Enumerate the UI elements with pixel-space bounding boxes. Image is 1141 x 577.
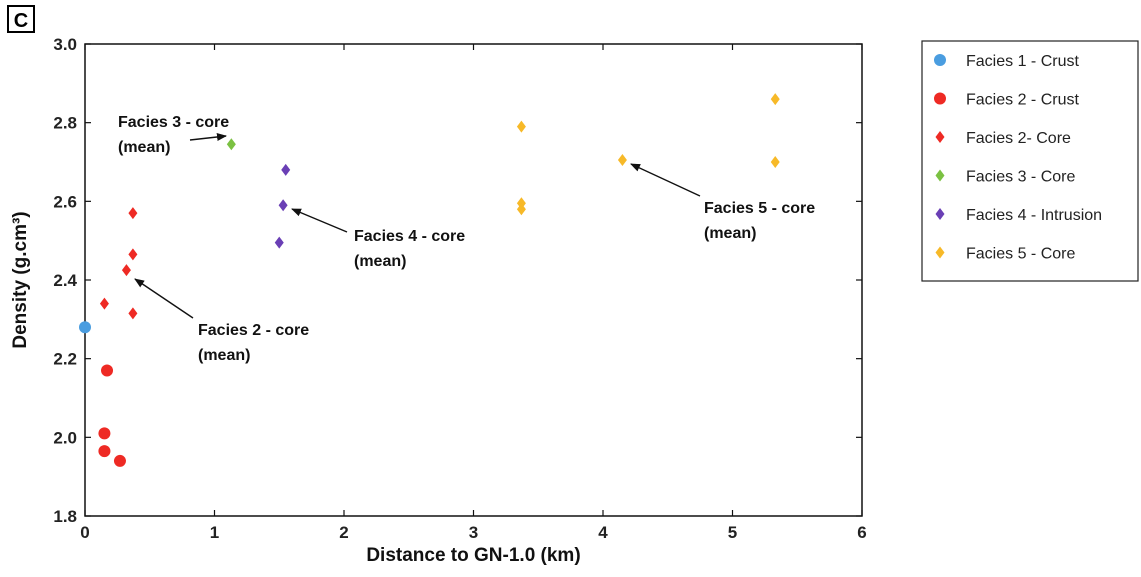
annotation-text: (mean): [198, 347, 250, 364]
data-point: [278, 199, 288, 212]
data-point: [617, 154, 627, 167]
data-point: [79, 321, 91, 334]
data-point: [274, 236, 284, 249]
annotation-text: (mean): [118, 139, 170, 156]
legend-marker: [934, 92, 946, 105]
series-2: [98, 364, 126, 467]
legend-item: Facies 3 - Core: [935, 169, 1075, 186]
y-tick-label: 2.8: [53, 114, 77, 133]
data-point: [226, 138, 236, 151]
legend-box: [921, 40, 1139, 282]
data-point: [98, 445, 111, 458]
legend-marker: [935, 131, 945, 143]
y-tick-label: 2.2: [53, 350, 77, 369]
legend-item: Facies 2 - Crust: [934, 92, 1079, 109]
legend-item: Facies 1 - Crust: [934, 53, 1079, 70]
x-tick-label: 1: [210, 523, 219, 542]
data-point: [770, 93, 780, 106]
series-6: [516, 93, 780, 216]
legend-marker: [934, 54, 946, 66]
data-point: [281, 163, 291, 176]
annotation-arrow: [630, 163, 701, 197]
data-point: [128, 307, 138, 320]
y-axis-title: Density (g.cm³): [10, 211, 31, 348]
panel-label-text: C: [14, 10, 28, 32]
data-point: [516, 120, 526, 133]
data-point: [113, 454, 126, 467]
data-point: [770, 156, 780, 168]
annotation-arrow: [189, 133, 227, 141]
legend: Facies 1 - Crust Facies 2 - Crust Facies 2…: [921, 40, 1139, 282]
annotation-text: Facies 2 - core: [198, 322, 309, 339]
legend-label: Facies 3 - Core: [966, 169, 1075, 186]
legend-marker: [935, 169, 945, 182]
y-tick-label: 2.6: [53, 192, 77, 211]
annotation-text: (mean): [354, 253, 406, 270]
data-point: [121, 264, 131, 277]
annotation-text: (mean): [704, 225, 756, 242]
y-tick-label: 3.0: [53, 35, 77, 54]
annotation-arrow: [291, 208, 348, 233]
data-point: [128, 207, 138, 220]
legend-item: Facies 2- Core: [935, 130, 1071, 147]
data-point: [516, 203, 526, 216]
y-tick-label: 2.4: [53, 271, 77, 290]
annotation-text: Facies 3 - core: [118, 114, 229, 131]
data-point: [98, 427, 111, 440]
annotation-text: Facies 4 - core: [354, 228, 465, 245]
plot-area: 0 1 2 3 4 5 6 1.8 2.0 2.2 2.4 2.6 2.8 3.0 Distance to …: [10, 35, 867, 566]
series-1: [79, 321, 91, 334]
panel-label-box: [7, 5, 35, 33]
legend-label: Facies 2- Core: [966, 130, 1071, 147]
x-axis-title: Distance to GN-1.0 (km): [366, 545, 580, 566]
annotation-text: Facies 5 - core: [704, 200, 815, 217]
legend-item: Facies 4 - Intrusion: [935, 207, 1102, 224]
y-tick-label: 1.8: [53, 507, 77, 526]
x-tick-label: 5: [728, 523, 737, 542]
annotation: Facies 4 - core (mean): [291, 208, 465, 270]
annotation-arrow: [134, 278, 194, 319]
series-5: [274, 163, 291, 249]
annotation: Facies 5 - core (mean): [630, 163, 815, 242]
x-tick-label: 3: [469, 523, 478, 542]
series-4: [226, 138, 236, 151]
series-3: [99, 207, 138, 320]
y-tick-label: 2.0: [53, 428, 77, 447]
legend-marker: [935, 208, 945, 220]
x-tick-label: 0: [80, 523, 89, 542]
legend-label: Facies 4 - Intrusion: [966, 207, 1102, 224]
data-point: [99, 297, 109, 310]
legend-label: Facies 5 - Core: [966, 246, 1075, 263]
annotation: Facies 2 - core (mean): [134, 278, 309, 364]
annotation: Facies 3 - core (mean): [118, 114, 229, 156]
data-point: [101, 364, 114, 377]
legend-marker: [935, 246, 945, 259]
x-tick-label: 2: [339, 523, 348, 542]
panel-label: C: [7, 5, 35, 33]
data-point: [128, 248, 138, 261]
legend-label: Facies 2 - Crust: [966, 92, 1079, 109]
legend-label: Facies 1 - Crust: [966, 53, 1079, 70]
x-tick-label: 6: [857, 523, 866, 542]
x-tick-label: 4: [598, 523, 608, 542]
legend-item: Facies 5 - Core: [935, 246, 1075, 263]
